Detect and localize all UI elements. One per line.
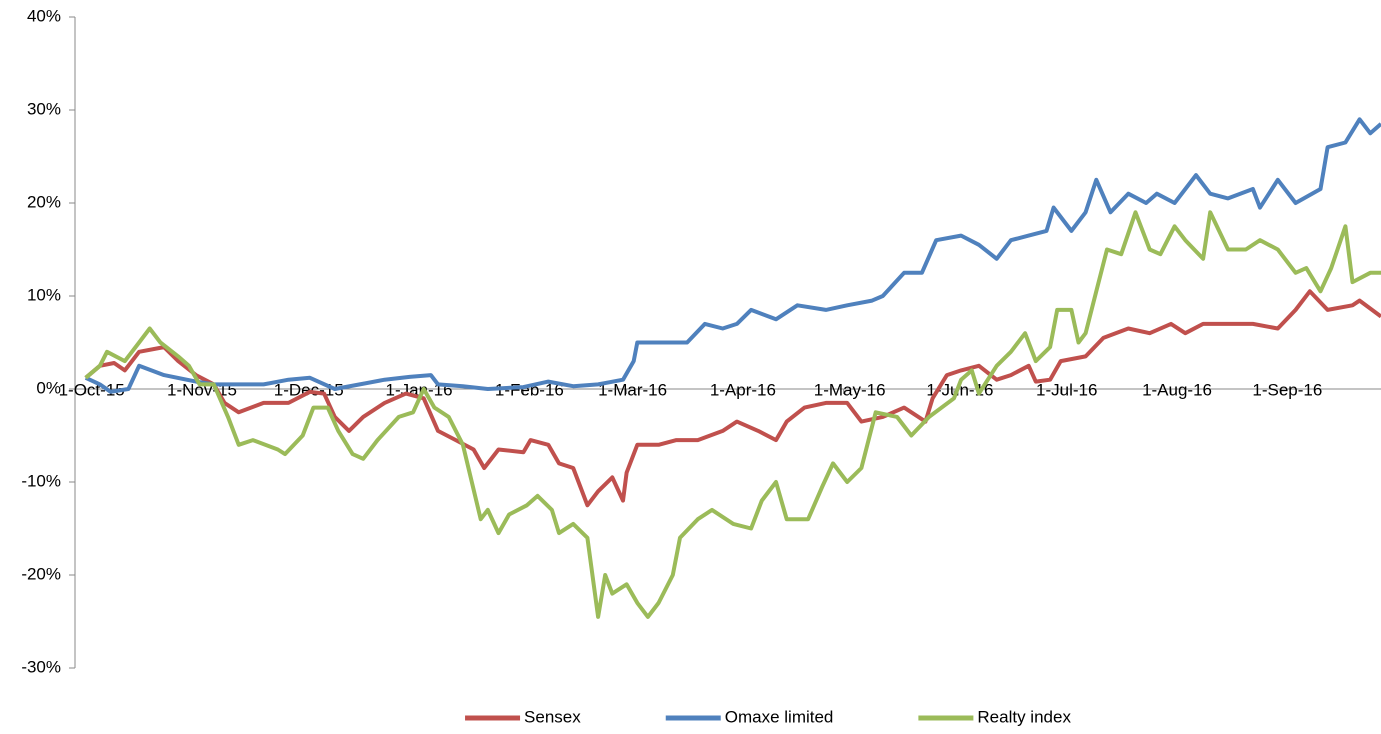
y-tick-label: 20% (27, 192, 61, 211)
legend-label: Omaxe limited (725, 707, 834, 726)
x-tick-label: 1-Aug-16 (1142, 380, 1212, 399)
series-line (84, 289, 1381, 508)
x-tick-label: 1-Apr-16 (710, 380, 776, 399)
x-tick-label: 1-Mar-16 (598, 380, 667, 399)
y-tick-label: -10% (21, 471, 61, 490)
x-tick-label: 1-Jul-16 (1036, 380, 1097, 399)
series-line (84, 117, 1381, 394)
x-tick-label: 1-May-16 (814, 380, 886, 399)
y-tick-label: 40% (27, 6, 61, 25)
x-tick-label: 1-Oct-15 (59, 380, 125, 399)
y-tick-label: 10% (27, 285, 61, 304)
y-tick-label: 30% (27, 99, 61, 118)
x-tick-label: 1-Feb-16 (495, 380, 564, 399)
y-tick-label: 0% (36, 378, 61, 397)
legend-label: Sensex (524, 707, 581, 726)
x-tick-label: 1-Sep-16 (1252, 380, 1322, 399)
y-tick-label: -30% (21, 657, 61, 676)
series-line (84, 210, 1381, 619)
legend-label: Realty index (977, 707, 1071, 726)
y-tick-label: -20% (21, 564, 61, 583)
